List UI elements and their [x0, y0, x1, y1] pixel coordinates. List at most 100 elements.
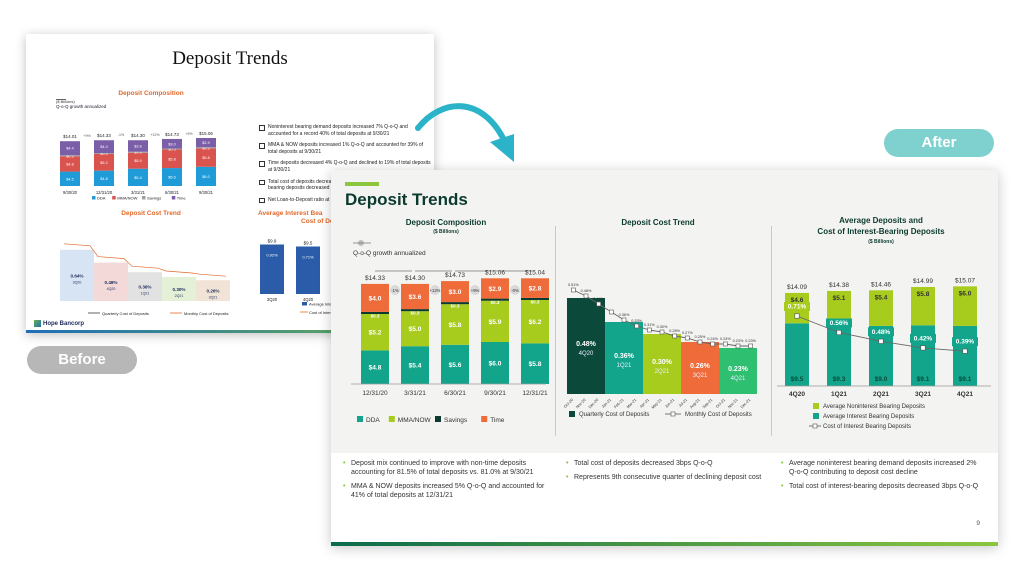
before-bar-segment: [94, 140, 114, 154]
before-cost-title: Deposit Cost Trend: [121, 210, 181, 217]
quarter-cost-bar: [605, 322, 643, 394]
bar-value-label: $2.8: [529, 286, 542, 293]
average-deposits-chart: $9.5 $4.6 $14.09 4Q20 $9.3 $5.1 $14.38 1Q21 $9.0…: [777, 277, 991, 430]
month-tick-label: Aug-21: [689, 398, 700, 409]
before-growth-label: +9%: [185, 132, 193, 136]
before-bar-segment: [94, 170, 114, 186]
legend-label: DDA: [366, 417, 380, 424]
avg-bar-value: $5.8: [917, 291, 930, 298]
before-unit-label: ($ Billions): [56, 99, 75, 104]
bar-segment-dda: [361, 350, 389, 384]
avg-title-line1: Average Deposits and: [839, 216, 923, 225]
legend-label-monthly: Monthly Cost of Deposits: [685, 412, 752, 418]
monthly-cost-point: [685, 335, 690, 341]
growth-badge: [390, 285, 400, 295]
before-cost-value: 0.48%: [104, 280, 117, 285]
before-legend-swatch: [92, 196, 96, 200]
before-legend-label: Quarterly Cost of Deposits: [102, 311, 149, 316]
growth-label: -0%: [511, 288, 519, 293]
monthly-cost-label: 0.30%: [657, 325, 668, 329]
monthly-cost-label: 0.24%: [707, 337, 718, 341]
after-slide: Deposit Trends Deposit Composition ($ Bi…: [331, 170, 998, 546]
before-growth-label: -1%: [118, 133, 125, 137]
monthly-cost-point: [596, 301, 601, 307]
bar-total-label: $15.06: [485, 269, 505, 276]
quarter-cost-bar: [567, 298, 605, 394]
bar-value-label: $0.3: [371, 313, 380, 318]
before-cost-bar: [60, 249, 94, 301]
month-tick-label: Apr-21: [639, 398, 650, 409]
legend-swatch: [813, 403, 819, 409]
month-tick-label: Feb-21: [613, 398, 624, 409]
legend-point: [670, 411, 676, 417]
monthly-cost-point: [609, 309, 614, 315]
quarter-cost-value: 0.48%: [576, 341, 597, 348]
bar-value-label: $4.0: [369, 295, 382, 302]
legend-swatch: [481, 416, 488, 422]
avg-x-tick-label: 4Q20: [789, 391, 805, 398]
before-x-tick: 6/30/21: [165, 190, 180, 195]
avg-bar-value: $5.1: [833, 295, 846, 302]
monthly-cost-point: [748, 343, 753, 349]
before-cost-quarter: 1Q21: [141, 292, 150, 296]
monthly-cost-label: 0.24%: [720, 337, 731, 341]
avg-x-tick-label: 2Q21: [873, 391, 889, 398]
bar-value-label: $5.2: [369, 330, 382, 337]
bar-segment-dda: [441, 344, 469, 384]
before-legend-label: Savings: [147, 196, 161, 201]
rate-label: 0.71%: [788, 304, 807, 311]
bar-value-label: $6.0: [489, 361, 502, 368]
before-bar-segment: [196, 147, 216, 149]
before-bar-value: $5.8: [202, 156, 209, 160]
x-tick-label: 12/31/20: [362, 390, 388, 397]
avg-bar-value: $4.6: [791, 297, 804, 304]
legend-label: Average Interest Bearing Deposits: [823, 414, 914, 420]
after-badge: After: [884, 129, 994, 157]
before-cost-quarter: 3Q20: [73, 280, 82, 284]
bar-segment-time: [481, 278, 509, 299]
growth-label: +12%: [430, 288, 441, 293]
before-avg-quarter: 4Q20: [303, 297, 314, 302]
bullets-col-composition: Deposit mix continued to improve with no…: [343, 459, 548, 505]
before-avg-quarter: 3Q20: [267, 297, 278, 302]
month-tick-label: Sep-21: [702, 398, 713, 409]
monthly-cost-point: [723, 341, 728, 347]
rate-point: [878, 338, 884, 344]
before-bar-value: $5.2: [100, 161, 107, 165]
before-bullet: Net Loan-to-Deposit ratio at 6/30/21: [259, 197, 431, 204]
after-slide-title: Deposit Trends: [345, 190, 468, 209]
before-bar-value: $6.0: [202, 175, 209, 179]
composition-unit: ($ Billions): [433, 229, 459, 235]
avg-x-tick-label: 1Q21: [831, 391, 847, 398]
before-cost-bar: [162, 277, 196, 301]
bullets-col-cost: Total cost of deposits decreased 3bps Q-…: [566, 459, 766, 487]
avg-unit: ($ Billions): [868, 239, 894, 245]
rate-label-bg: [910, 333, 936, 343]
x-tick-label: 12/31/21: [522, 390, 548, 397]
before-avg-rate: 0.92%: [266, 253, 278, 258]
bar-segment-savings: [441, 302, 469, 305]
bar-segment-mmanow: [521, 300, 549, 344]
bar-segment-time: [441, 281, 469, 303]
before-bar-segment: [196, 138, 216, 148]
before-avg-total: $9.5: [304, 241, 313, 246]
bar-segment-mmanow: [401, 311, 429, 347]
before-cost-value: 0.36%: [138, 285, 151, 290]
before-cost-value: 0.64%: [70, 273, 83, 278]
before-cost-quarter: 4Q20: [107, 287, 116, 291]
monthly-cost-label: 0.36%: [619, 313, 630, 317]
rate-label: 0.42%: [914, 335, 933, 342]
bar-value-label: $0.3: [411, 311, 420, 316]
before-cost-quarter: 2Q21: [175, 294, 184, 298]
monthly-cost-point: [571, 287, 576, 293]
before-legend-swatch: [112, 196, 116, 200]
month-tick-label: Jun-21: [664, 398, 675, 409]
legend-label-quarterly: Quarterly Cost of Deposits: [579, 412, 649, 418]
bar-value-label: $0.3: [531, 299, 540, 304]
cost-title: Deposit Cost Trend: [621, 218, 695, 227]
x-tick-label: 9/30/21: [484, 390, 506, 397]
before-avg-rate: 0.71%: [302, 255, 314, 260]
legend-swatch: [813, 413, 819, 419]
monthly-cost-point: [621, 317, 627, 323]
monthly-cost-label: 0.44%: [593, 297, 604, 301]
